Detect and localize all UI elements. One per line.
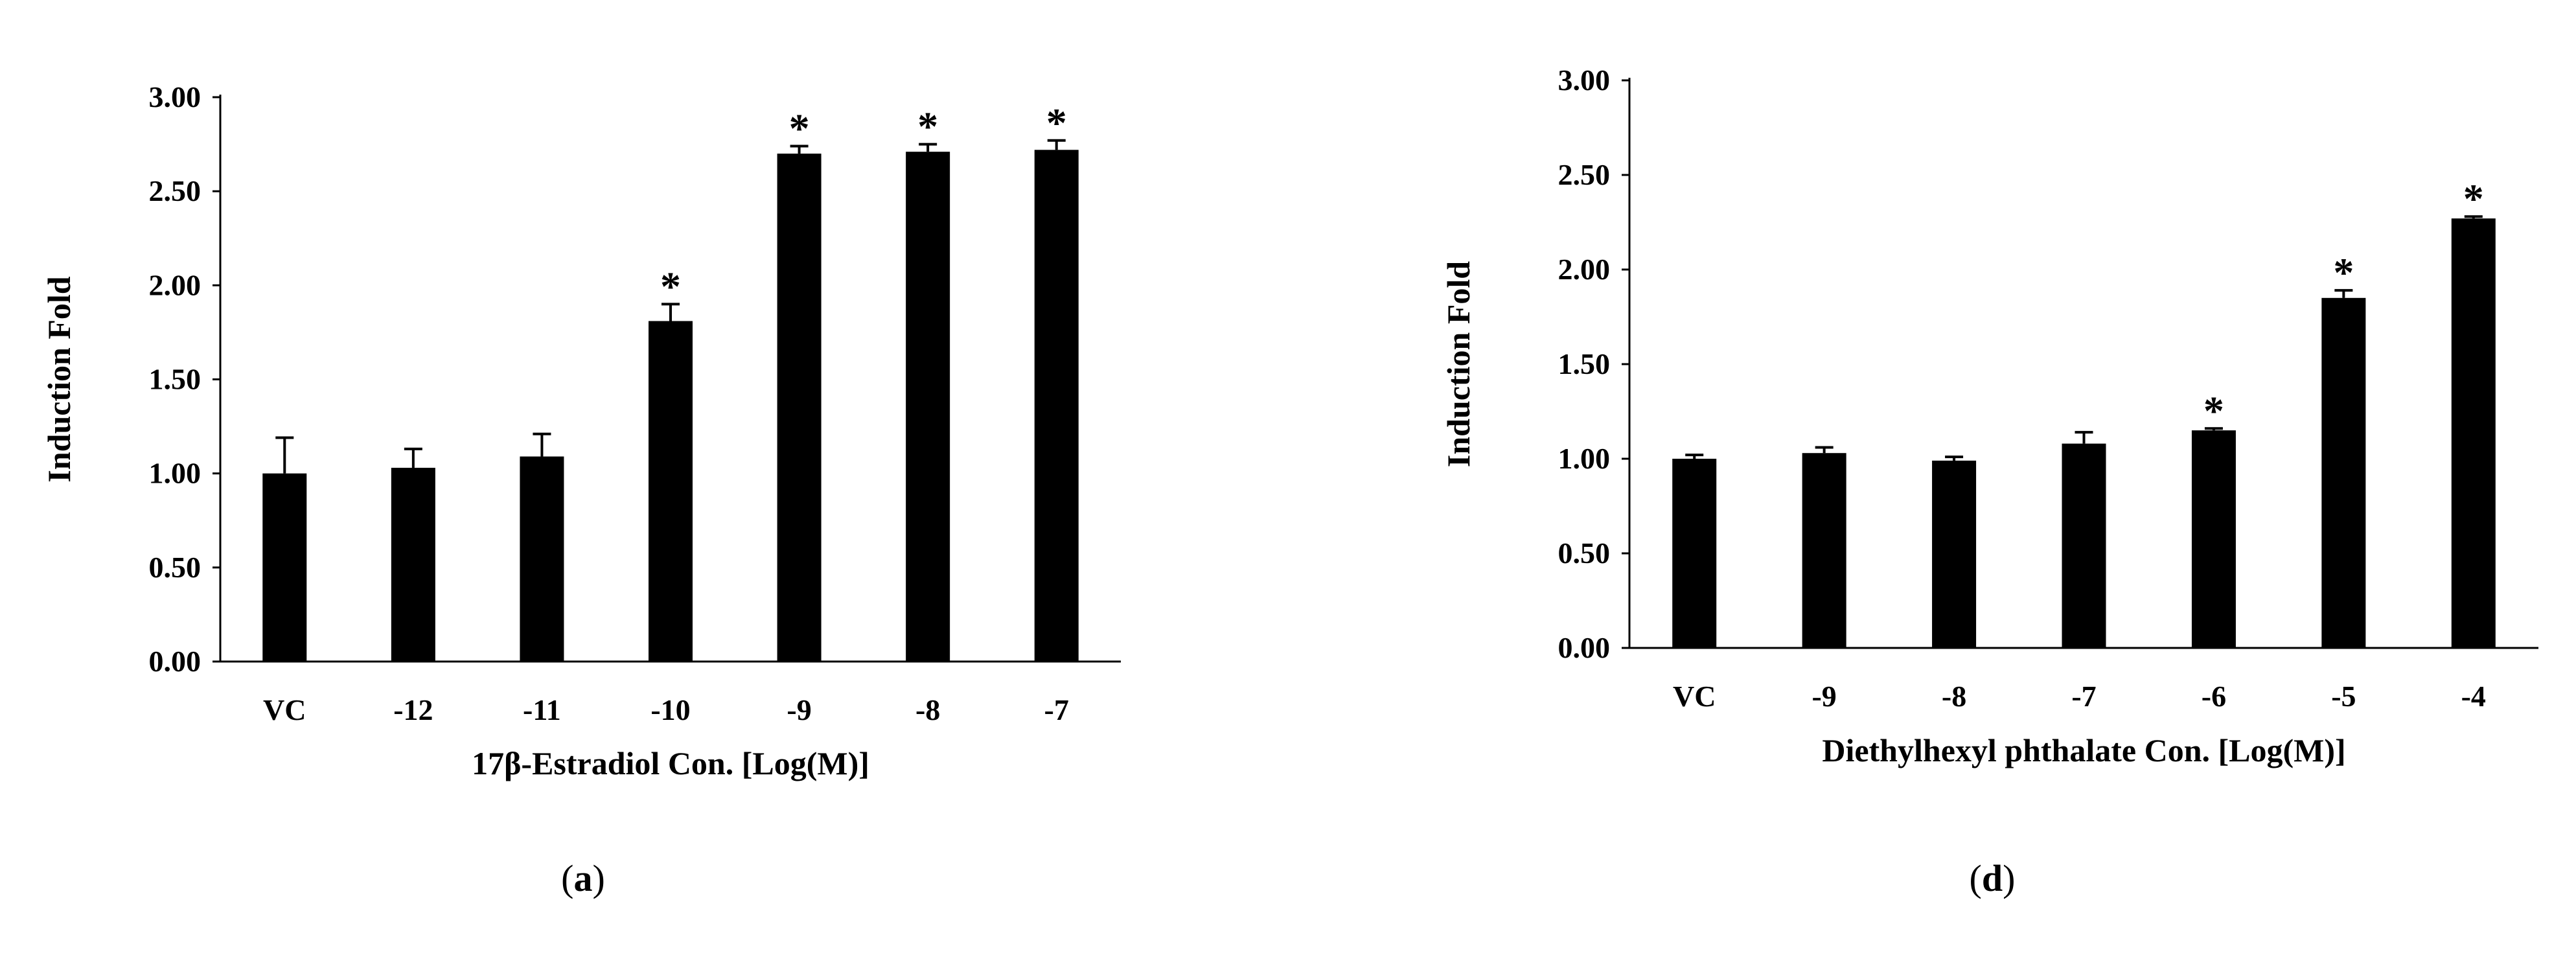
bar — [391, 467, 435, 662]
bar — [1034, 150, 1079, 662]
y-tick-label: 2.00 — [149, 268, 201, 301]
x-tick-label: -9 — [787, 693, 811, 726]
x-axis-title: Diethylhexyl phthalate Con. [Log(M)] — [1822, 732, 2345, 768]
x-tick-label: -10 — [650, 693, 690, 726]
x-axis-title: 17β-Estradiol Con. [Log(M)] — [472, 745, 869, 781]
y-tick-label: 2.00 — [1558, 253, 1611, 286]
y-tick-label: 0.50 — [1558, 536, 1611, 570]
caption-letter: a — [574, 857, 593, 899]
significance-star: * — [2463, 176, 2484, 222]
caption-letter: d — [1982, 857, 2003, 899]
x-tick-label: -4 — [2461, 680, 2486, 713]
x-tick-label: VC — [263, 693, 306, 726]
y-tick-label: 1.00 — [1558, 442, 1611, 475]
x-tick-label: -8 — [1942, 680, 1966, 713]
bar — [1802, 453, 1846, 648]
y-tick-label: 2.50 — [149, 174, 201, 207]
y-axis-title: Induction Fold — [41, 276, 77, 482]
significance-star: * — [2203, 387, 2224, 433]
significance-star: * — [2333, 249, 2354, 295]
bar — [906, 152, 950, 662]
significance-star: * — [1046, 100, 1067, 146]
x-tick-label: -6 — [2202, 680, 2226, 713]
caption-close-paren: ) — [593, 857, 605, 899]
bar — [2062, 443, 2106, 648]
panel-caption: (d) — [1970, 857, 2016, 899]
caption-open-paren: ( — [1970, 857, 1982, 899]
significance-star: * — [789, 105, 810, 151]
bar — [649, 321, 693, 662]
bar — [2321, 297, 2366, 648]
caption-open-paren: ( — [561, 857, 573, 899]
chart-a-svg: 0.00 0.50 1.00 1.50 2.00 2.50 3.00 VC -12 -11 * -10… — [41, 80, 1121, 899]
chart-panel-a: 0.00 0.50 1.00 1.50 2.00 2.50 3.00 VC -12 -11 * -10… — [0, 0, 1288, 954]
chart-panel-d: 0.00 0.50 1.00 1.50 2.00 2.50 3.00 VC -9 -8 -7 * -6 *… — [1288, 0, 2576, 954]
y-tick-label: 0.50 — [149, 551, 201, 584]
x-tick-label: -8 — [915, 693, 940, 726]
bar — [1932, 460, 1977, 648]
x-tick-label: -11 — [523, 693, 561, 726]
significance-star: * — [660, 263, 681, 309]
y-axis-title: Induction Fold — [1440, 261, 1477, 467]
y-tick-label: 2.50 — [1558, 158, 1611, 191]
y-tick-label: 3.00 — [149, 80, 201, 113]
bar — [1672, 459, 1717, 648]
bar — [2451, 218, 2496, 648]
x-tick-label: -5 — [2331, 680, 2356, 713]
x-tick-label: -12 — [393, 693, 433, 726]
y-tick-label: 1.00 — [149, 457, 201, 490]
x-tick-label: VC — [1673, 680, 1716, 713]
panel-caption: (a) — [561, 857, 605, 899]
y-tick-label: 0.00 — [149, 645, 201, 678]
significance-star: * — [917, 104, 938, 150]
x-tick-label: -9 — [1811, 680, 1836, 713]
y-tick-label: 0.00 — [1558, 631, 1611, 664]
chart-d-svg: 0.00 0.50 1.00 1.50 2.00 2.50 3.00 VC -9 -8 -7 * -6 *… — [1440, 63, 2538, 899]
x-tick-label: -7 — [1044, 693, 1069, 726]
bar — [2191, 430, 2236, 648]
bar — [777, 154, 822, 662]
y-tick-label: 3.00 — [1558, 63, 1611, 97]
bar — [262, 473, 307, 662]
y-tick-label: 1.50 — [149, 363, 201, 396]
x-tick-label: -7 — [2071, 680, 2096, 713]
caption-close-paren: ) — [2003, 857, 2015, 899]
bar — [520, 456, 564, 662]
y-tick-label: 1.50 — [1558, 347, 1611, 380]
